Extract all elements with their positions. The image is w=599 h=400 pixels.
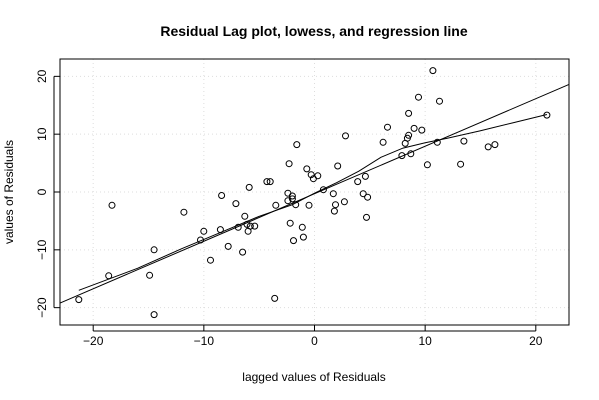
data-point <box>290 237 297 245</box>
axes: −20 −10 0 10 20 −20 −10 0 10 20 <box>35 69 543 348</box>
data-point <box>285 160 293 168</box>
y-tick-label: 0 <box>35 188 49 195</box>
data-point <box>263 178 271 186</box>
data-point <box>405 131 413 139</box>
data-point <box>224 242 232 250</box>
data-point <box>407 150 415 158</box>
data-point <box>543 111 551 119</box>
data-point <box>292 201 300 209</box>
y-tick-label: −10 <box>35 239 49 260</box>
data-point <box>150 246 158 254</box>
data-point <box>246 222 254 230</box>
data-point <box>457 160 465 168</box>
y-tick-label: −20 <box>35 297 49 318</box>
data-point <box>359 190 367 198</box>
data-point <box>433 138 441 146</box>
data-point <box>243 220 251 228</box>
data-point <box>307 171 315 179</box>
lowess-line <box>78 114 548 291</box>
data-point <box>303 165 311 173</box>
data-point <box>150 311 158 319</box>
data-point <box>484 143 492 151</box>
data-point <box>272 201 280 209</box>
data-point <box>180 208 188 216</box>
data-point <box>460 137 468 145</box>
x-tick-label: 10 <box>418 334 432 348</box>
data-point <box>288 195 296 203</box>
data-point <box>239 248 247 256</box>
data-point <box>299 233 307 241</box>
data-point <box>314 172 322 180</box>
x-tick-label: 20 <box>529 334 543 348</box>
data-point <box>415 93 422 101</box>
data-point <box>251 222 259 230</box>
data-point <box>491 141 499 149</box>
data-point <box>232 200 240 208</box>
data-point <box>436 97 443 105</box>
data-points <box>75 67 551 319</box>
data-point <box>305 201 313 209</box>
x-tick-label: −20 <box>83 334 104 348</box>
x-tick-label: −10 <box>194 334 215 348</box>
data-point <box>271 294 279 302</box>
data-point <box>266 178 274 186</box>
data-point <box>354 178 362 186</box>
data-point <box>423 161 431 169</box>
data-point <box>146 271 154 279</box>
data-point <box>298 223 306 231</box>
y-tick-label: 20 <box>35 69 49 83</box>
data-point <box>319 186 327 194</box>
data-point <box>293 141 301 149</box>
data-point <box>284 189 292 197</box>
data-point <box>75 296 83 304</box>
y-tick-label: 10 <box>35 127 49 141</box>
data-point <box>329 190 337 198</box>
data-point <box>330 207 338 215</box>
data-point <box>216 226 224 234</box>
data-point <box>200 227 208 235</box>
data-point <box>361 172 369 180</box>
data-point <box>234 223 242 231</box>
data-point <box>108 201 116 209</box>
data-point <box>363 213 370 221</box>
data-point <box>207 256 214 264</box>
data-point <box>398 152 406 160</box>
data-point <box>241 212 249 220</box>
data-point <box>384 123 391 131</box>
data-point <box>340 198 348 206</box>
data-point <box>379 138 387 146</box>
data-point <box>284 197 292 205</box>
y-axis-label: values of Residuals <box>2 140 16 244</box>
data-point <box>334 162 342 170</box>
data-point <box>332 201 339 209</box>
x-axis-label: lagged values of Residuals <box>242 370 385 384</box>
data-point <box>105 272 113 280</box>
data-point <box>429 67 437 75</box>
data-point <box>286 219 294 227</box>
data-point <box>197 236 204 244</box>
chart-title: Residual Lag plot, lowess, and regressio… <box>160 23 468 39</box>
data-point <box>364 193 372 201</box>
data-point <box>218 192 226 199</box>
data-point <box>410 124 418 132</box>
data-point <box>342 132 349 140</box>
data-point <box>288 192 296 200</box>
fit-lines <box>59 83 570 304</box>
grid <box>60 59 569 325</box>
data-point <box>405 109 413 117</box>
x-tick-label: 0 <box>311 334 318 348</box>
data-point <box>245 183 253 191</box>
data-point <box>418 126 426 134</box>
